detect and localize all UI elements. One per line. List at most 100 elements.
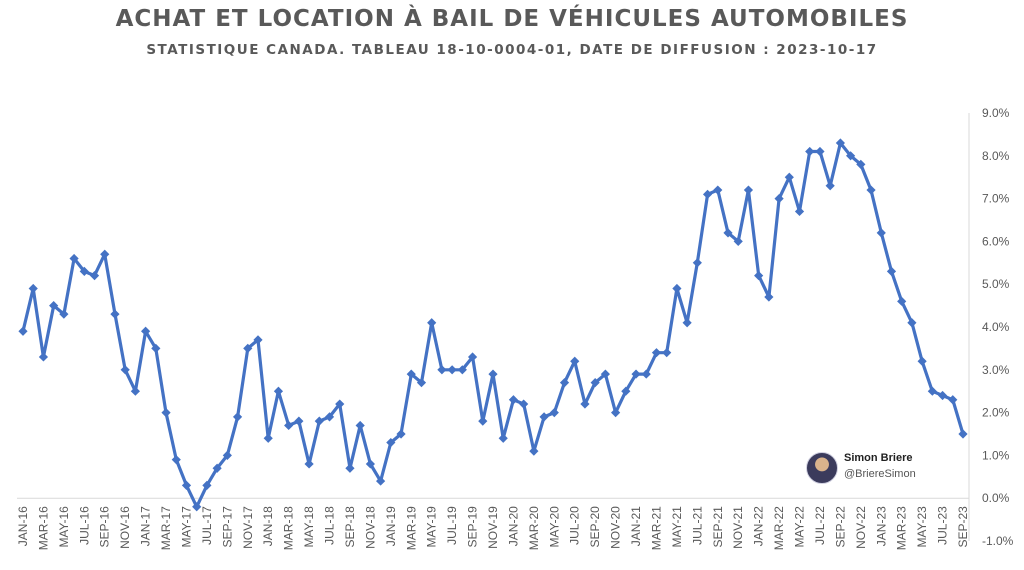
data-point: [355, 420, 365, 431]
data-point: [314, 416, 324, 426]
y-tick-label: 4.0%: [982, 320, 1010, 334]
data-point: [805, 146, 815, 157]
data-point: [324, 412, 335, 422]
data-point: [774, 194, 784, 204]
data-point: [825, 181, 835, 191]
data-point: [539, 412, 549, 422]
data-point: [662, 348, 672, 358]
data-point: [284, 420, 294, 431]
x-tick-label: JUL-22: [813, 506, 827, 545]
y-axis-ticks: 9.0% 8.0% 7.0% 6.0% 5.0% 4.0% 3.0% 2.0% 1.0% 0.0%…: [982, 106, 1014, 548]
data-point: [49, 301, 59, 311]
y-tick-label: 9.0%: [982, 106, 1010, 120]
data-point: [386, 437, 396, 448]
x-tick-label: NOV-16: [118, 506, 132, 549]
data-point: [457, 365, 467, 375]
x-tick-label: JUL-18: [323, 506, 337, 545]
x-tick-label: SEP-16: [98, 506, 112, 548]
data-point: [478, 416, 488, 426]
x-tick-label: MAR-23: [895, 506, 909, 550]
x-tick-label: JUL-17: [200, 506, 214, 545]
y-tick-label: 2.0%: [982, 406, 1010, 420]
x-tick-label: MAR-17: [159, 506, 173, 550]
data-point: [243, 343, 253, 353]
data-point: [120, 365, 130, 375]
data-point: [232, 412, 243, 422]
data-point: [866, 185, 876, 195]
x-tick-label: MAY-20: [547, 506, 561, 548]
data-point: [38, 352, 49, 362]
data-point: [743, 185, 754, 195]
x-tick-label: NOV-22: [854, 506, 868, 549]
data-point: [907, 318, 917, 328]
x-tick-label: JAN-16: [16, 506, 30, 546]
data-point: [151, 343, 161, 353]
data-point: [570, 356, 580, 366]
x-tick-label: JUL-23: [936, 506, 950, 545]
data-point: [580, 399, 590, 409]
x-tick-label: JUL-21: [690, 506, 704, 545]
y-tick-label: 7.0%: [982, 192, 1010, 206]
data-point: [559, 378, 570, 388]
data-point: [846, 151, 856, 161]
data-point: [754, 271, 764, 281]
x-tick-label: NOV-21: [731, 506, 745, 549]
data-point: [682, 318, 692, 328]
data-point: [192, 502, 202, 512]
y-tick-label: 5.0%: [982, 277, 1010, 291]
data-point: [692, 258, 702, 268]
data-point: [600, 369, 610, 379]
data-point: [641, 369, 651, 379]
data-point: [171, 455, 181, 465]
data-point: [110, 309, 120, 319]
x-tick-label: MAR-19: [404, 506, 418, 550]
x-tick-label: MAR-18: [282, 506, 296, 550]
data-point: [406, 369, 416, 379]
data-point: [222, 450, 232, 460]
x-tick-label: JAN-23: [874, 506, 888, 546]
data-point: [733, 236, 743, 246]
x-tick-label: SEP-21: [711, 506, 725, 548]
x-tick-label: SEP-19: [466, 506, 480, 548]
y-tick-label: 3.0%: [982, 363, 1010, 377]
data-point: [764, 292, 774, 302]
data-point: [488, 369, 498, 379]
data-point: [508, 395, 519, 405]
x-tick-label: JAN-22: [752, 506, 766, 546]
x-tick-label: SEP-18: [343, 506, 357, 548]
x-tick-label: NOV-18: [363, 506, 377, 549]
data-point: [253, 335, 263, 345]
y-tick-label: 6.0%: [982, 234, 1010, 248]
data-point: [202, 480, 212, 490]
data-point: [437, 365, 447, 375]
data-point: [549, 408, 559, 418]
data-point: [141, 326, 151, 336]
data-point: [876, 228, 886, 238]
data-point: [100, 249, 110, 259]
x-tick-label: JAN-18: [261, 506, 275, 546]
x-tick-label: JAN-17: [139, 506, 153, 546]
author-handle: @BriereSimon: [844, 468, 916, 480]
data-point: [948, 395, 958, 405]
data-point: [917, 356, 927, 366]
data-point: [723, 228, 733, 238]
x-tick-label: SEP-22: [833, 506, 847, 548]
x-tick-label: MAY-16: [57, 506, 71, 548]
x-axis-ticks: JAN-16 MAR-16 MAY-16 JUL-16 SEP-16 NOV-16 JAN-…: [16, 506, 970, 550]
x-tick-label: NOV-17: [241, 506, 255, 549]
chart-title: ACHAT ET LOCATION À BAIL DE VÉHICULES AU…: [115, 6, 909, 32]
data-point: [886, 266, 897, 276]
data-point: [263, 433, 273, 443]
x-tick-label: JAN-20: [506, 506, 520, 546]
data-point: [702, 189, 713, 199]
x-tick-label: JUL-20: [568, 506, 582, 545]
x-tick-label: MAR-21: [649, 506, 663, 550]
data-point: [794, 206, 805, 217]
x-tick-label: MAY-22: [793, 506, 807, 548]
data-point: [958, 429, 968, 439]
x-tick-label: MAR-22: [772, 506, 786, 550]
x-tick-label: SEP-20: [588, 506, 602, 548]
data-point: [181, 480, 192, 490]
x-tick-label: MAY-21: [670, 506, 684, 548]
